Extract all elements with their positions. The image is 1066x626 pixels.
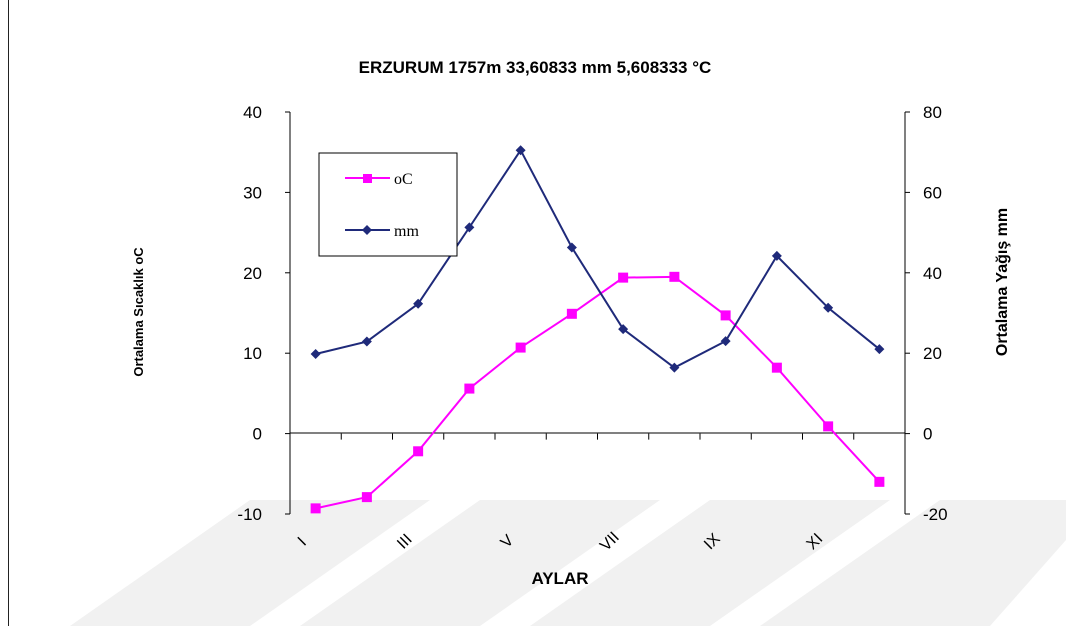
series-line-oC [315,275,881,510]
left-tick-label: 40 [243,103,262,122]
legend-box [318,152,458,257]
point-oC [566,308,577,319]
point-mm [413,298,424,309]
point-mm [720,336,731,347]
point-mm [618,324,629,335]
point-mm [310,349,321,360]
left-tick-label: 0 [253,425,262,444]
legend-mm-marker [362,225,372,235]
right-y-ticks: -20 0 20 40 60 80 [905,103,948,524]
right-tick-label: 40 [923,264,942,283]
right-tick-label: -20 [923,505,948,524]
point-oC [310,503,321,514]
point-oC [771,362,782,373]
x-tick-label: V [498,532,518,552]
left-y-ticks: -10 0 10 20 30 40 [237,103,290,524]
point-mm [669,362,680,373]
point-oC [669,271,680,282]
x-tick-label: XI [804,530,827,553]
x-tick-label: IX [701,530,724,553]
y-axis-right-label: Ortalama Yağış mm [994,208,1011,356]
point-oC [361,492,372,503]
x-ticks: I III V VII IX XI [289,433,906,555]
left-tick-label: 30 [243,183,262,202]
series-layer [310,145,885,514]
point-mm [771,250,782,261]
point-mm [361,336,372,347]
right-tick-label: 60 [923,183,942,202]
chart-title: ERZURUM 1757m 33,60833 mm 5,608333 °C [359,58,712,77]
left-tick-label: 10 [243,344,262,363]
point-oC [823,421,834,432]
legend-oc-label: oC [394,171,413,188]
right-tick-label: 20 [923,344,942,363]
point-oC [720,310,731,321]
point-oC [515,342,526,353]
left-tick-label: 20 [243,264,262,283]
point-oC [413,446,424,457]
x-tick-label: VII [597,529,623,555]
series-line-mm [315,148,881,369]
point-oC [874,476,885,487]
point-mm [515,145,526,156]
page-left-rule [8,0,9,626]
x-tick-label: III [394,531,415,552]
left-tick-label: -10 [237,505,262,524]
right-tick-label: 80 [923,103,942,122]
legend-mm-label: mm [394,223,419,240]
right-tick-label: 0 [923,425,932,444]
x-tick-label: I [295,534,310,549]
x-axis-label: AYLAR [532,569,589,588]
point-mm [874,344,885,355]
point-mm [566,242,577,253]
y-axis-left-label: Ortalama Sıcaklık oC [131,247,146,377]
point-oC [618,272,629,283]
point-oC [464,383,475,394]
legend-oc-marker [363,174,372,183]
point-mm [464,222,475,233]
point-mm [823,302,834,313]
legend: oC mm [318,152,458,257]
